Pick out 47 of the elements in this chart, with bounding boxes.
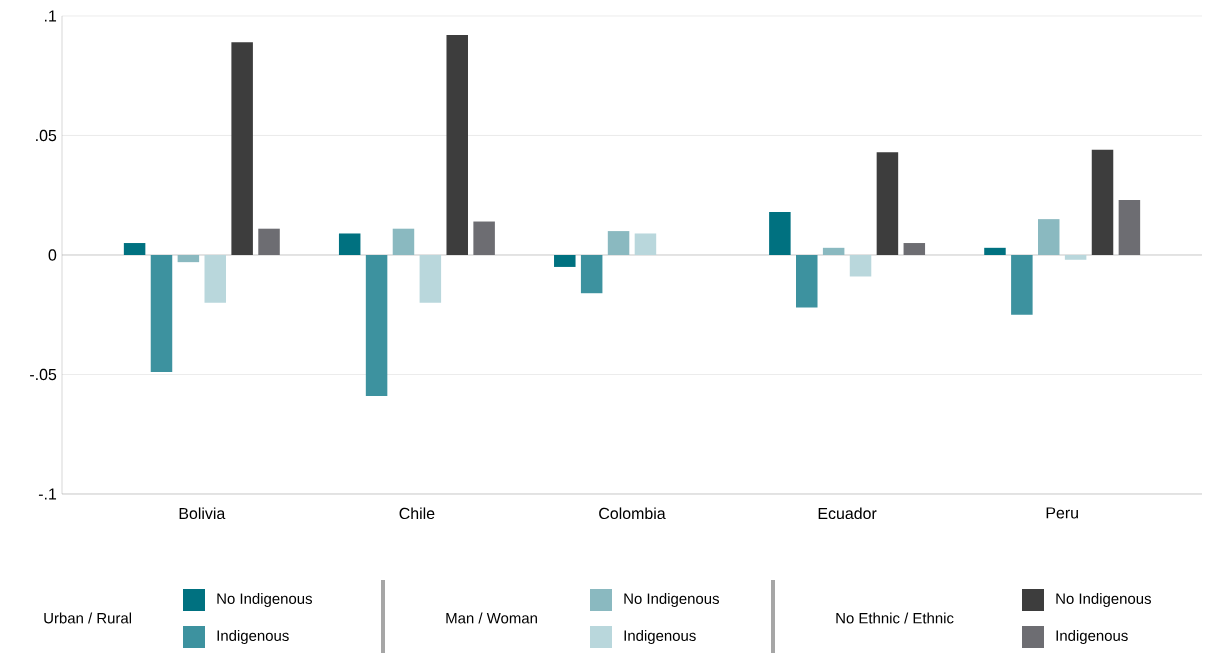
y-tick-label: .05 [36,129,57,142]
y-tick-label: 0 [48,249,57,261]
x-tick-label: Colombia [599,507,666,520]
bar [849,254,872,277]
bar [1091,149,1114,255]
bar [231,42,253,255]
text: Urban / Rural [44,612,132,624]
bar [258,228,280,255]
legend-label: No Indigenous [624,593,719,607]
bar [446,35,468,255]
y-tick-label: .1 [44,10,57,22]
bar [123,243,146,255]
bar [1011,254,1033,315]
legend-label: No Indigenous [217,593,312,607]
bar [419,254,442,303]
bar [769,211,791,255]
legend-label: Indigenous [1056,630,1128,644]
y-tick-label: -.05 [30,368,57,381]
bar [634,233,657,255]
bar [796,254,818,308]
text: Man / Woman [446,612,537,624]
bar [365,254,388,396]
bar [903,243,926,255]
bar [607,231,630,255]
x-tick-label: Bolivia [179,507,226,520]
bar [473,221,495,255]
bar [1118,200,1141,255]
bar [1064,254,1087,260]
bar [554,254,576,267]
bar [822,247,845,255]
bar [984,247,1006,255]
bar [580,254,603,294]
legend-label: Indigenous [624,630,696,644]
bar [338,233,361,255]
y-tick-label: -.1 [38,488,57,500]
bar [204,254,227,303]
bar [392,228,415,255]
x-tick-label: Chile [399,507,435,520]
bar [150,254,173,373]
bar [876,152,899,255]
bar [177,254,200,263]
x-tick-label: Peru [1046,507,1078,519]
x-tick-label: Ecuador [818,507,877,520]
bar [1037,219,1060,255]
legend-label: Indigenous [217,630,289,644]
legend-label: No Indigenous [1056,593,1151,607]
text: No Ethnic / Ethnic [836,612,954,624]
